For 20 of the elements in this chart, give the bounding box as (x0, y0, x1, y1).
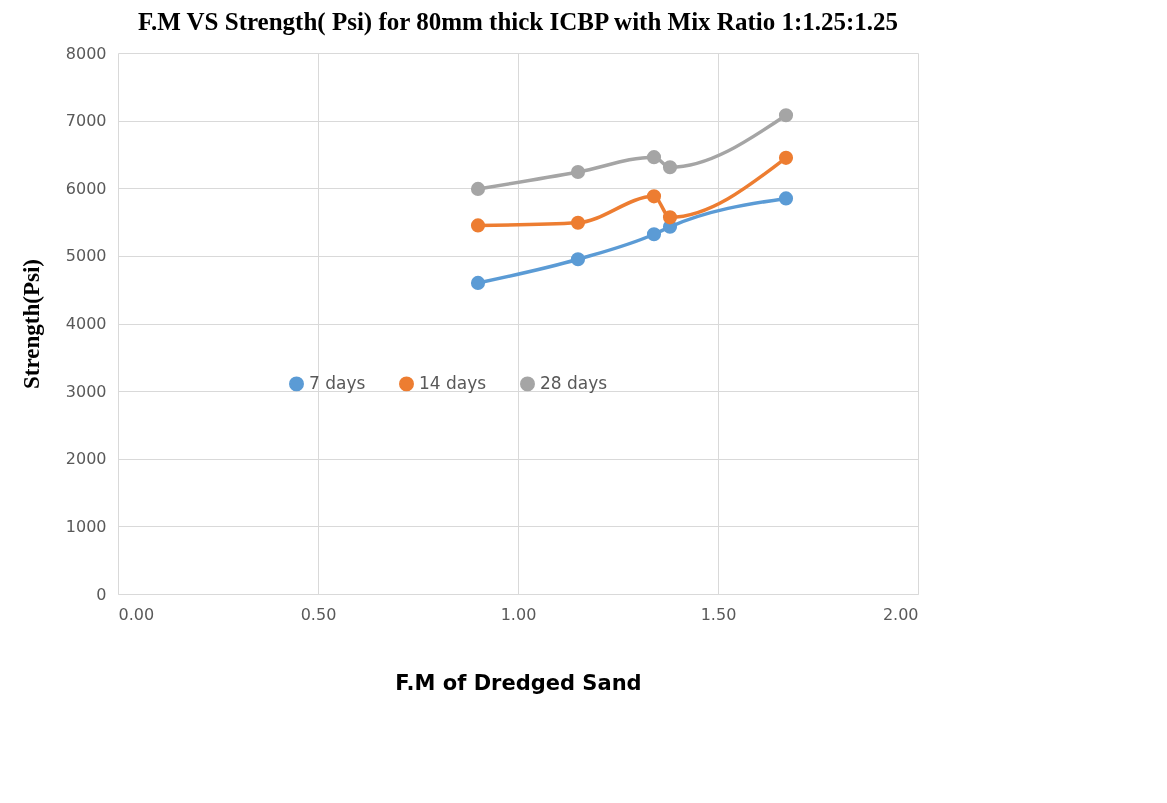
x-tick-label: 0.50 (300, 604, 337, 624)
y-tick-label: 0 (96, 584, 107, 604)
y-tick-label: 3000 (65, 381, 107, 401)
legend-label: 14 days (419, 372, 487, 393)
y-tick-label: 1000 (65, 516, 107, 536)
legend-label: 28 days (540, 372, 608, 393)
y-tick-label: 2000 (65, 449, 107, 469)
y-tick-label: 5000 (65, 246, 107, 266)
x-tick-label: 2.00 (882, 604, 919, 624)
x-tick-label: 1.00 (500, 604, 537, 624)
y-axis-title: Strength(Psi) (18, 259, 44, 389)
chart-title: F.M VS Strength( Psi) for 80mm thick ICBP with Mix Ratio 1:1.25:1.25 (137, 8, 899, 36)
y-tick-label: 7000 (65, 111, 107, 131)
y-tick-label: 6000 (65, 178, 107, 198)
y-tick-label: 4000 (65, 314, 107, 333)
y-tick-label: 8000 (65, 43, 107, 63)
legend-label: 7 days (309, 372, 366, 393)
x-tick-label: 1.50 (700, 604, 737, 624)
x-axis-title: F.M of Dredged Sand (395, 670, 642, 695)
x-tick-label: 0.00 (118, 604, 155, 624)
